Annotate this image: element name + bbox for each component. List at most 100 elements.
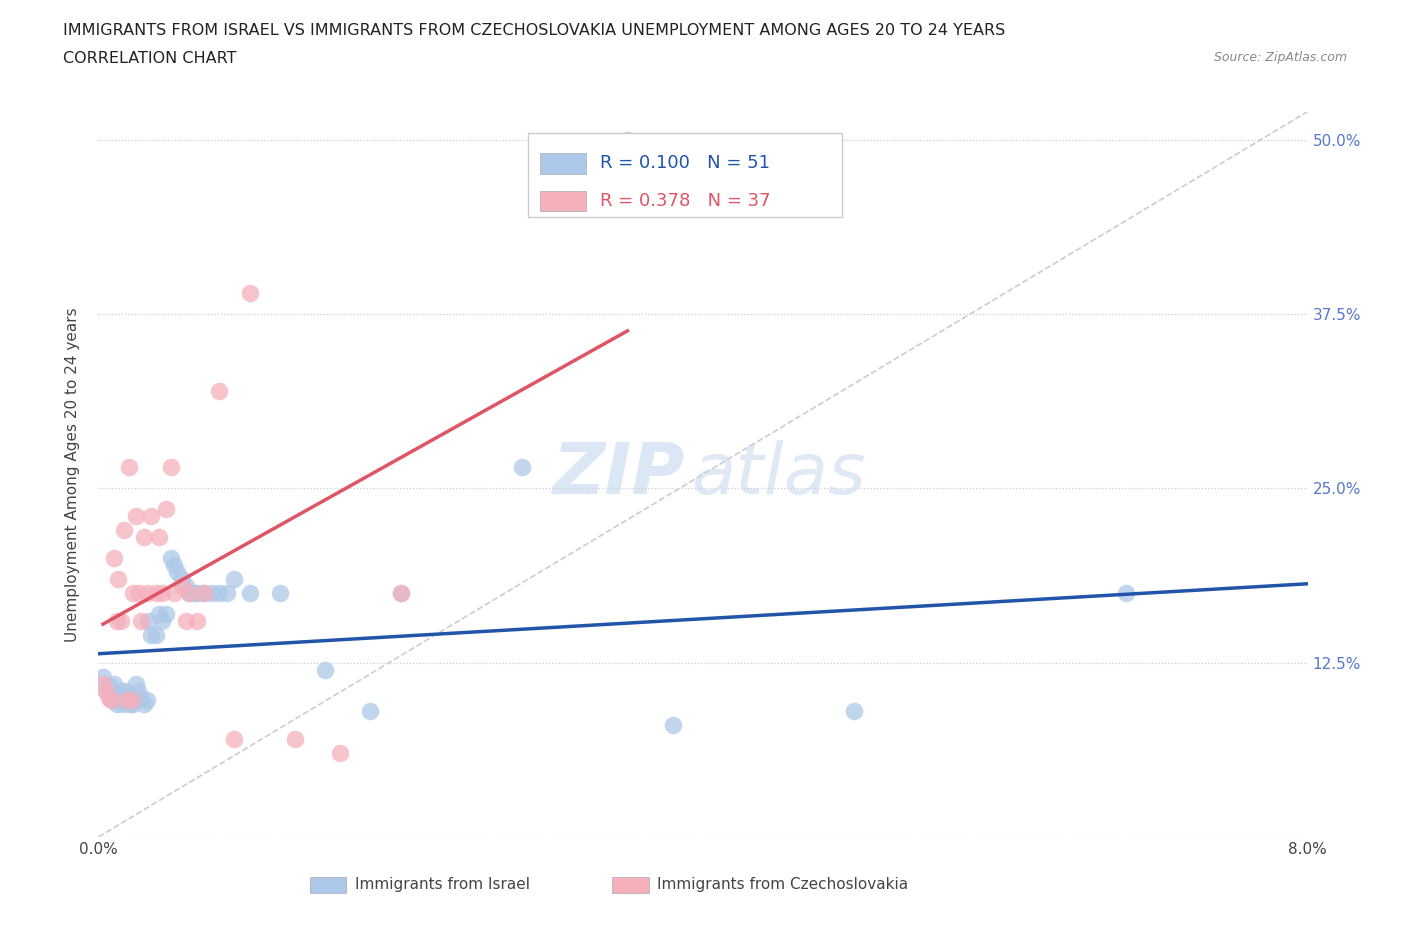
Bar <box>613 877 648 893</box>
Point <box>145 628 167 643</box>
Point <box>150 614 173 629</box>
Point <box>118 690 141 705</box>
Point <box>239 586 262 601</box>
Bar <box>540 191 586 211</box>
Point <box>125 676 148 691</box>
Point <box>100 693 122 708</box>
Point <box>108 693 131 708</box>
Point <box>136 614 159 629</box>
Point <box>103 676 125 691</box>
Point <box>150 586 173 601</box>
Point <box>160 460 183 475</box>
Point <box>103 693 125 708</box>
Point <box>114 693 136 708</box>
Text: Immigrants from Israel: Immigrants from Israel <box>354 877 530 893</box>
Point <box>193 586 215 601</box>
FancyBboxPatch shape <box>527 133 842 217</box>
Point <box>170 578 193 593</box>
Point <box>107 687 129 702</box>
Point <box>183 586 205 601</box>
Point <box>132 530 155 545</box>
Point <box>103 551 125 565</box>
Point <box>128 586 150 601</box>
Point <box>155 606 177 621</box>
Point <box>135 693 157 708</box>
Point <box>105 698 128 712</box>
Point <box>98 679 121 694</box>
Point <box>163 586 186 601</box>
Point <box>98 690 121 705</box>
Point <box>112 523 135 538</box>
Point <box>114 684 136 698</box>
Point <box>105 614 128 629</box>
Point <box>329 746 352 761</box>
Point <box>94 684 117 698</box>
Point <box>121 693 143 708</box>
Point <box>208 383 231 398</box>
Point <box>141 509 163 524</box>
Point <box>112 690 135 705</box>
Text: IMMIGRANTS FROM ISRAEL VS IMMIGRANTS FROM CZECHOSLOVAKIA UNEMPLOYMENT AMONG AGES: IMMIGRANTS FROM ISRAEL VS IMMIGRANTS FRO… <box>63 23 1005 38</box>
Text: atlas: atlas <box>690 440 866 509</box>
Bar <box>540 153 586 174</box>
Point <box>661 718 683 733</box>
Point <box>224 571 246 587</box>
Point <box>110 614 132 629</box>
Point <box>193 586 215 601</box>
Point <box>121 693 143 708</box>
Point <box>135 586 157 601</box>
Point <box>389 586 412 601</box>
Point <box>215 586 238 601</box>
Point <box>100 690 122 705</box>
Point <box>201 586 224 601</box>
Point <box>122 698 145 712</box>
Point <box>155 502 177 517</box>
Point <box>269 586 291 601</box>
Point <box>129 690 152 705</box>
Point <box>284 732 307 747</box>
Point <box>127 684 149 698</box>
Point <box>129 614 152 629</box>
Point <box>179 586 201 601</box>
Text: Immigrants from Czechoslovakia: Immigrants from Czechoslovakia <box>657 877 908 893</box>
Point <box>160 551 183 565</box>
Point <box>110 684 132 698</box>
Point <box>186 586 208 601</box>
Point <box>1115 586 1137 601</box>
Point <box>360 704 382 719</box>
Point <box>94 684 117 698</box>
Point <box>132 698 155 712</box>
Point <box>239 286 262 300</box>
Point <box>170 571 193 587</box>
Point <box>141 628 163 643</box>
Text: R = 0.100   N = 51: R = 0.100 N = 51 <box>600 154 770 172</box>
Point <box>510 460 533 475</box>
Point <box>148 606 170 621</box>
Y-axis label: Unemployment Among Ages 20 to 24 years: Unemployment Among Ages 20 to 24 years <box>65 307 80 642</box>
Point <box>125 509 148 524</box>
Point <box>148 530 170 545</box>
Point <box>111 698 134 712</box>
Point <box>389 586 412 601</box>
Point <box>163 558 186 573</box>
Point <box>208 586 231 601</box>
Point <box>224 732 246 747</box>
Text: CORRELATION CHART: CORRELATION CHART <box>63 51 236 66</box>
Point <box>91 670 114 684</box>
Point <box>107 571 129 587</box>
Point <box>314 662 336 677</box>
Point <box>186 614 208 629</box>
Text: ZIP: ZIP <box>553 440 685 509</box>
Point <box>174 578 197 593</box>
Point <box>844 704 866 719</box>
Text: Source: ZipAtlas.com: Source: ZipAtlas.com <box>1213 51 1347 64</box>
Point <box>120 698 142 712</box>
Point <box>91 676 114 691</box>
Point <box>616 132 638 147</box>
Point <box>174 614 197 629</box>
Point <box>122 586 145 601</box>
Point <box>145 586 167 601</box>
Point <box>179 586 201 601</box>
Point <box>115 693 138 708</box>
Point <box>118 460 141 475</box>
